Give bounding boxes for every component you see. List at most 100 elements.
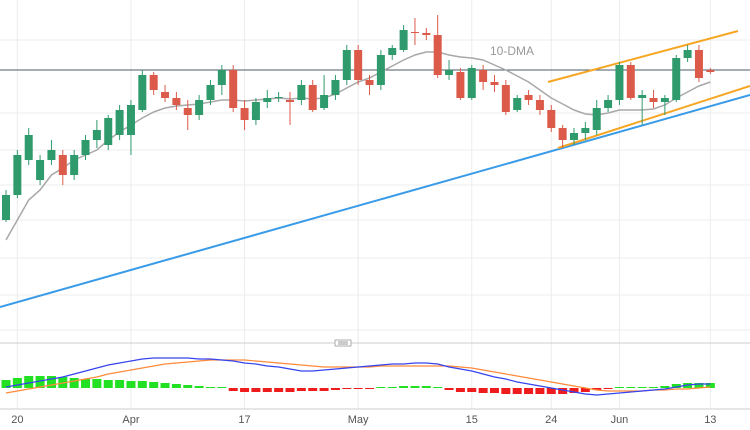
x-tick-label: May (348, 414, 369, 426)
histogram-bar (535, 388, 545, 394)
candle-body (615, 65, 624, 100)
candle-body (331, 80, 340, 95)
candle-body (206, 85, 215, 100)
candle-body (354, 50, 363, 80)
candle-body (445, 70, 454, 75)
candle-body (694, 50, 703, 78)
candle-body (217, 70, 226, 85)
candle-body (263, 98, 272, 102)
histogram-bar (558, 388, 568, 394)
candle-body (104, 118, 113, 145)
candle-body (376, 55, 385, 85)
histogram-bar (660, 386, 670, 388)
candle-body (490, 82, 499, 85)
histogram-bar (614, 387, 624, 388)
candle-body (592, 108, 601, 130)
histogram-bar (137, 381, 147, 388)
candle-body (638, 95, 647, 98)
candle-body (467, 68, 476, 98)
x-tick-label: 13 (704, 414, 716, 426)
histogram-bar (524, 388, 534, 394)
candle-body (388, 48, 397, 55)
histogram-bar (512, 388, 522, 394)
histogram-bar (149, 382, 159, 388)
trend-line (0, 94, 750, 308)
candle-body (172, 98, 181, 105)
x-axis-labels: 20 Apr 17 May 15 24 Jun 13 (11, 414, 716, 426)
histogram-bar (81, 379, 91, 388)
histogram-bar (694, 383, 704, 388)
histogram-bar (115, 380, 125, 388)
candle-body (297, 85, 306, 100)
histogram-bar (387, 387, 397, 388)
candle-body (308, 85, 317, 110)
candle-body (649, 98, 658, 102)
candle-body (660, 98, 669, 102)
candle-body (2, 195, 10, 220)
candle-body (410, 32, 419, 33)
histogram-bar (296, 388, 306, 391)
histogram-bar (569, 388, 579, 393)
histogram-bar (319, 388, 329, 391)
channel-line (557, 85, 750, 149)
candle-body (683, 50, 692, 58)
x-tick-label: Jun (611, 414, 629, 426)
candle-body (535, 100, 544, 110)
histogram-bar (455, 388, 465, 392)
histogram-bar (205, 387, 215, 388)
histogram-bar (410, 386, 420, 388)
histogram-bar (603, 388, 613, 389)
macd-panel (1, 357, 715, 396)
histogram-bar (467, 388, 477, 392)
candle-body (183, 108, 192, 115)
histogram-bar (217, 387, 227, 388)
histogram-bar (433, 387, 443, 388)
candle-body (558, 128, 567, 140)
histogram-bar (489, 388, 499, 393)
candle-body (81, 140, 90, 155)
x-tick-label: 15 (466, 414, 478, 426)
candle-body (365, 80, 374, 85)
histogram-bar (92, 379, 102, 388)
candle-body (456, 72, 465, 98)
candle-body (251, 102, 260, 120)
x-tick-label: Apr (122, 414, 139, 426)
histogram-bar (103, 380, 113, 388)
candle-body (229, 70, 238, 108)
histogram-bar (126, 381, 136, 388)
candle-body (479, 70, 488, 82)
histogram-bar (160, 383, 170, 388)
candle-body (433, 35, 442, 75)
histogram-bar (365, 388, 375, 389)
histogram-bar (274, 388, 284, 392)
histogram-bar (444, 388, 454, 390)
candle-body (47, 150, 56, 160)
histogram-bar (478, 388, 488, 393)
histogram-bar (171, 384, 181, 388)
histogram-bar (592, 388, 602, 390)
histogram-bar (69, 378, 79, 388)
histogram-bar (262, 388, 272, 392)
histogram-bar (342, 388, 352, 389)
histogram-bar (1, 380, 11, 388)
candle-body (286, 100, 294, 102)
histogram-bar (24, 376, 34, 388)
histogram-bar (705, 383, 715, 388)
histogram-bar (501, 388, 511, 394)
price-panel (2, 15, 715, 241)
candle-body (501, 85, 510, 112)
histogram-bar (12, 378, 22, 388)
horizontal-grid (0, 39, 750, 331)
candle-body (524, 95, 533, 100)
histogram-bar (353, 388, 363, 389)
histogram-bar (421, 386, 431, 388)
channel-line (547, 30, 739, 83)
histogram-bar (399, 386, 409, 388)
candle-body (58, 155, 67, 175)
histogram-bar (194, 386, 204, 388)
candle-body (126, 105, 135, 135)
candle-body (149, 75, 158, 90)
resize-handle[interactable] (334, 339, 352, 347)
candle-body (706, 70, 715, 72)
